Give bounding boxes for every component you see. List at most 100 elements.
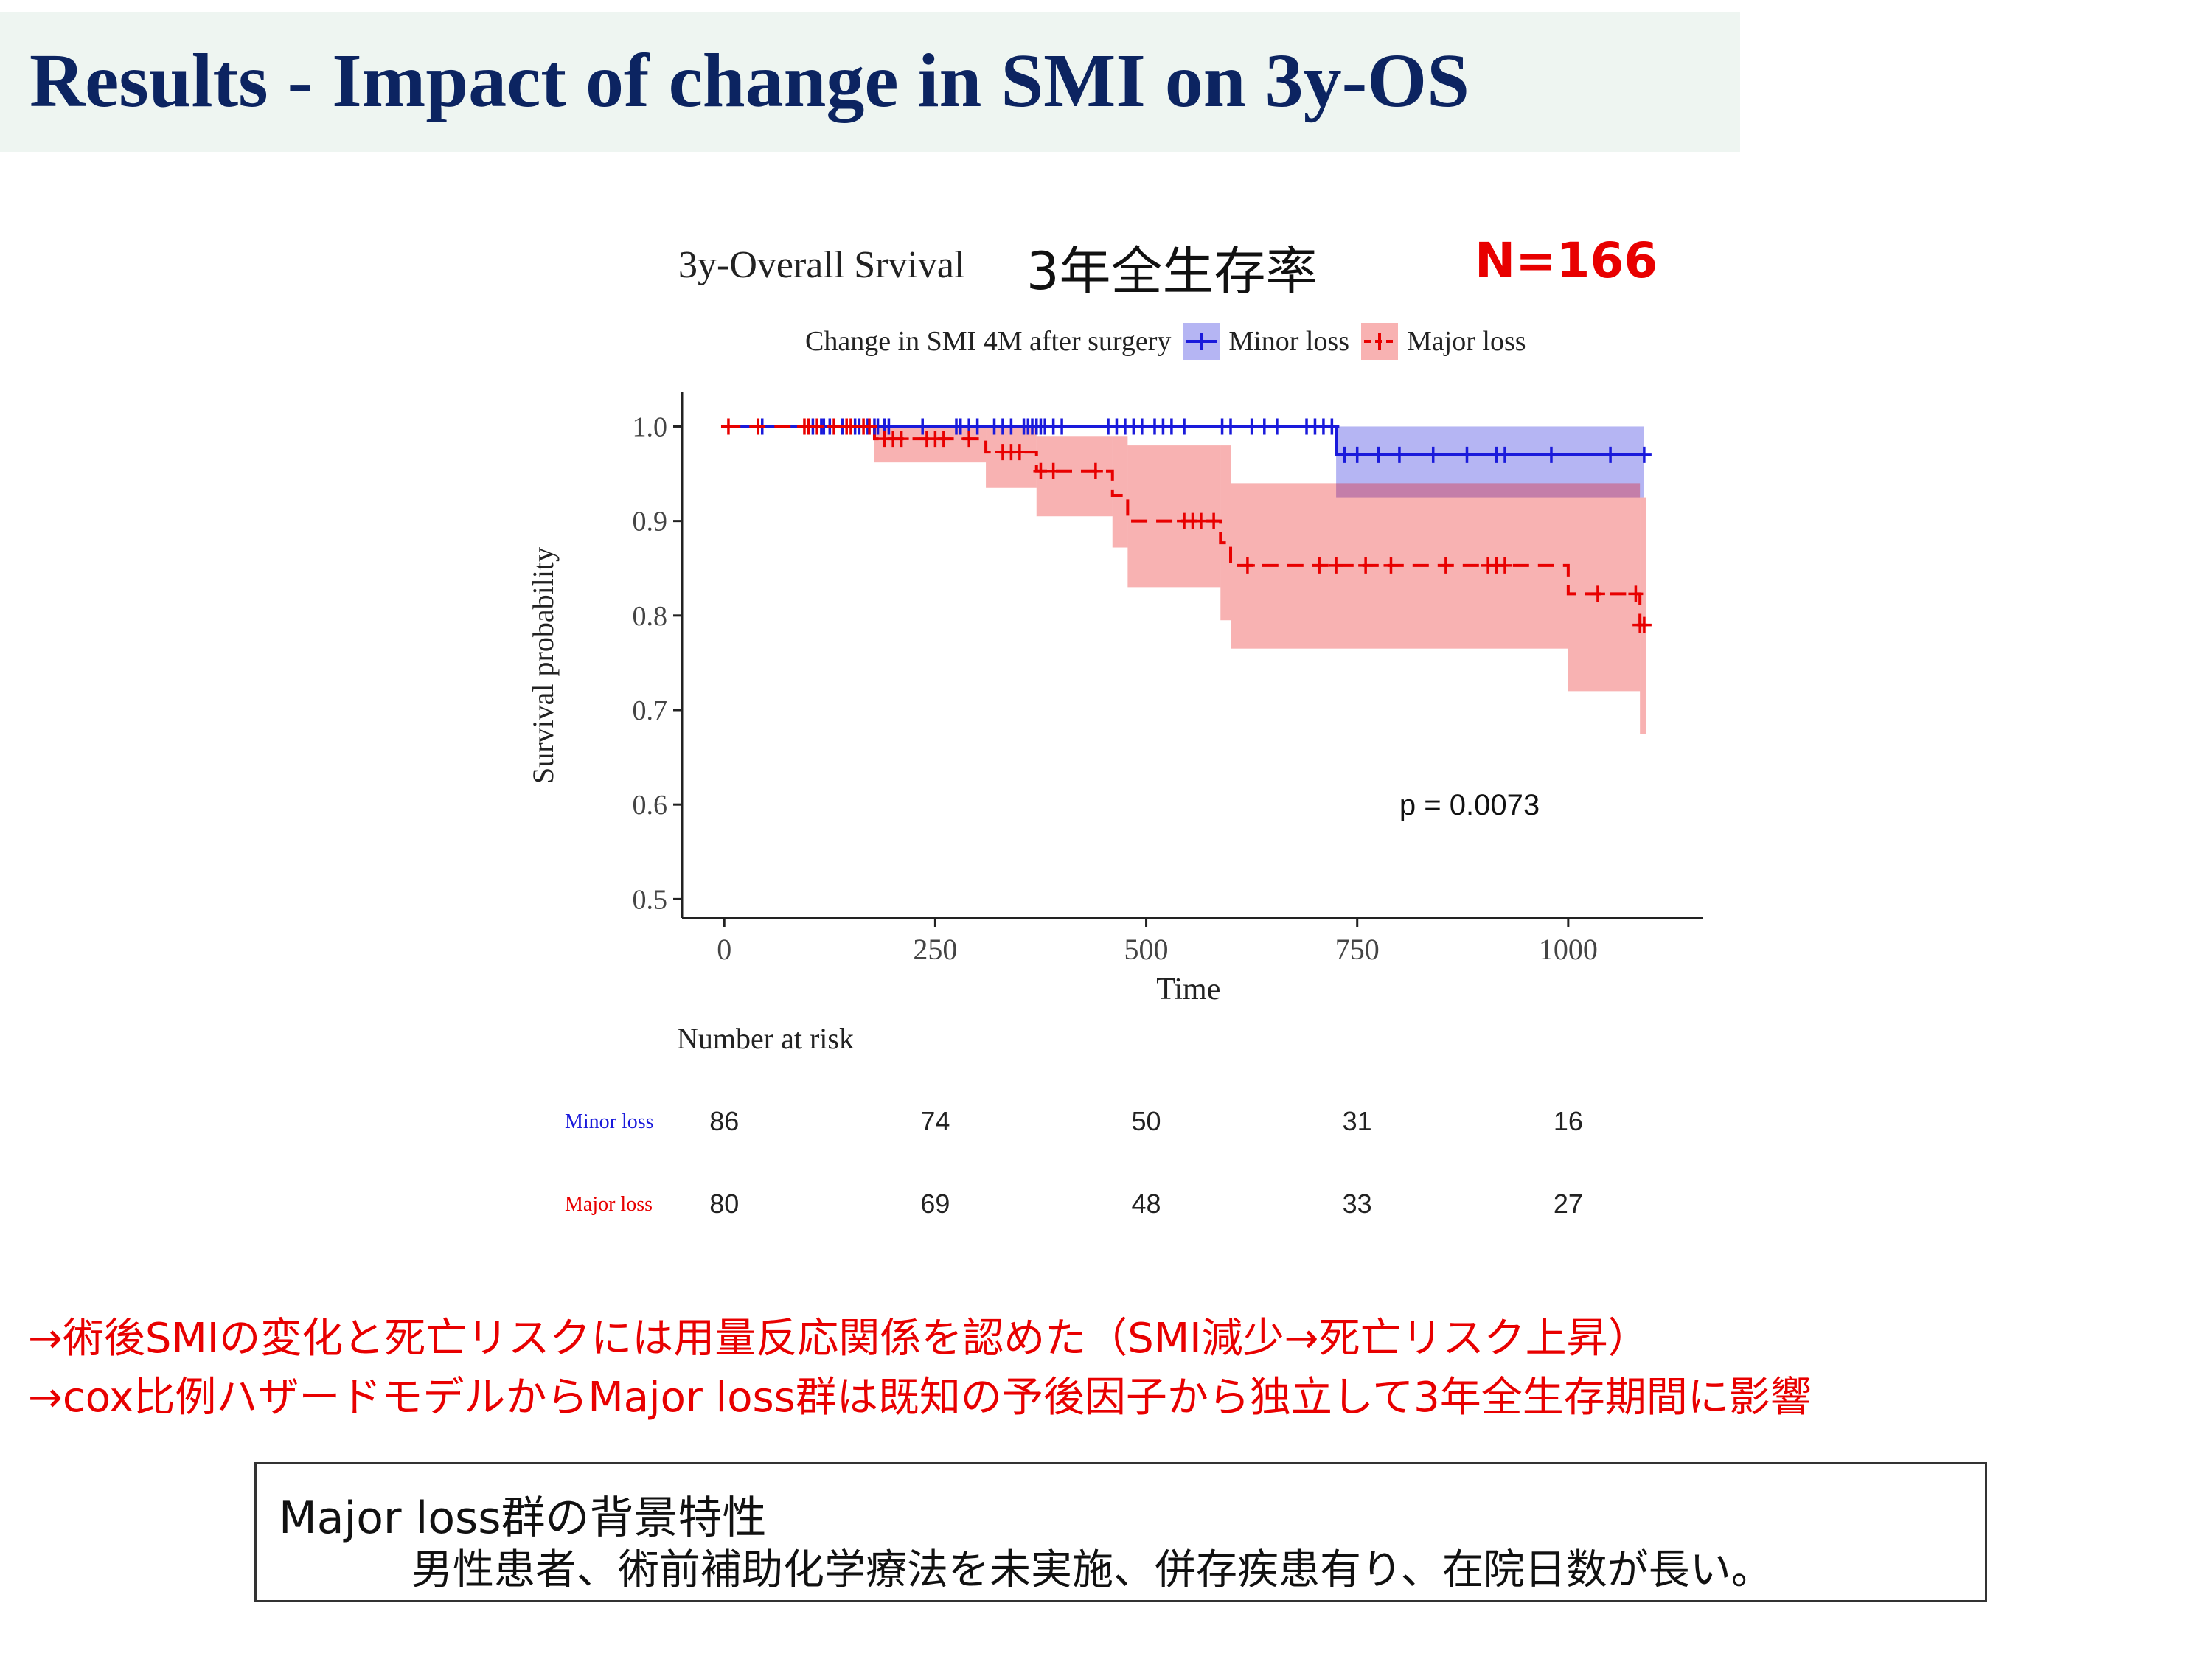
risk-count: 86 [709, 1106, 740, 1136]
risk-count: 27 [1553, 1189, 1583, 1219]
censor-mark-minor-loss [970, 418, 985, 435]
censor-mark-minor-loss [1269, 418, 1284, 435]
sample-size-label: N=166 [1475, 232, 1658, 289]
legend-key-minor-loss [1183, 323, 1220, 360]
x-axis-label: Time [1156, 973, 1220, 1006]
censor-mark-minor-loss [1134, 418, 1150, 435]
censor-mark-minor-loss [1459, 446, 1475, 463]
chart-legend: Change in SMI 4M after surgery Minor los… [805, 321, 1526, 362]
censor-mark-major-loss [751, 418, 766, 435]
censor-mark-minor-loss [1054, 418, 1070, 435]
y-axis-label: Survival probability [526, 547, 560, 784]
legend-label-major-loss: Major loss [1407, 326, 1526, 357]
censor-mark-major-loss [1498, 557, 1513, 574]
p-value-label: p = 0.0073 [1399, 789, 1540, 821]
risk-count: 50 [1131, 1106, 1161, 1136]
censor-mark-minor-loss [1324, 418, 1340, 435]
censor-mark-minor-loss [915, 418, 931, 435]
censor-mark-major-loss [1636, 616, 1652, 633]
censor-mark-major-loss [862, 418, 877, 435]
censor-mark-minor-loss [1256, 418, 1272, 435]
censor-mark-minor-loss [1603, 446, 1618, 463]
censor-mark-major-loss [1206, 512, 1222, 529]
y-tick-label: 0.9 [633, 507, 668, 538]
risk-table-title: Number at risk [677, 1022, 854, 1055]
censor-mark-minor-loss [1349, 446, 1365, 463]
conclusion-line-1: →術後SMIの変化と死亡リスクには用量反応関係を認めた（SMI減少→死亡リスク上… [28, 1315, 1649, 1363]
censor-marks [720, 418, 1652, 633]
risk-row-label: Major loss [565, 1193, 653, 1216]
censor-mark-major-loss [720, 418, 736, 435]
ci-band-major-loss [1036, 436, 1113, 517]
censor-mark-minor-loss [1391, 446, 1407, 463]
censor-mark-major-loss [1590, 585, 1605, 602]
box-body: 男性患者、術前補助化学療法を未実施、併存疾患有り、在院日数が長い。 [411, 1546, 1773, 1594]
risk-count: 48 [1131, 1189, 1161, 1219]
censor-mark-minor-loss [1244, 418, 1259, 435]
x-tick-label: 500 [1124, 933, 1169, 966]
risk-count: 31 [1342, 1106, 1372, 1136]
risk-count: 69 [920, 1189, 950, 1219]
legend-label-minor-loss: Minor loss [1228, 326, 1350, 357]
risk-count: 16 [1553, 1106, 1583, 1136]
censor-mark-minor-loss [1004, 418, 1019, 435]
censor-mark-major-loss [827, 418, 842, 435]
axes: 0.5 0.6 0.7 0.8 0.9 1.0 0 250 500 750 1000 [633, 392, 1703, 966]
censor-mark-major-loss [894, 431, 909, 448]
censor-mark-major-loss [936, 431, 951, 448]
censor-mark-major-loss [1033, 462, 1048, 479]
survival-curve-major-loss [724, 425, 1646, 627]
ci-band-major-loss [1568, 483, 1641, 692]
censor-mark-minor-loss [881, 418, 897, 435]
conclusion-line-2: →cox比例ハザードモデルからMajor loss群は既知の予後因子から独立して… [28, 1374, 1812, 1422]
x-tick-label: 250 [913, 933, 957, 966]
censor-mark-minor-loss [1636, 446, 1652, 463]
background-characteristics-box: Major loss群の背景特性 男性患者、術前補助化学療法を未実施、併存疾患有… [254, 1462, 1987, 1602]
censor-mark-minor-loss [1543, 446, 1559, 463]
censor-mark-major-loss [1438, 557, 1453, 574]
censor-mark-minor-loss [1337, 446, 1352, 463]
censor-mark-major-loss [1012, 444, 1027, 461]
censor-mark-major-loss [1329, 557, 1344, 574]
censor-mark-minor-loss [1177, 418, 1192, 435]
y-tick-label: 0.8 [633, 601, 668, 632]
risk-count: 33 [1342, 1189, 1372, 1219]
censor-mark-minor-loss [1371, 446, 1386, 463]
x-tick-label: 0 [717, 933, 731, 966]
risk-count: 74 [920, 1106, 950, 1136]
slide-title: Results - Impact of change in SMI on 3y-… [29, 38, 1470, 123]
y-tick-label: 0.7 [633, 695, 668, 726]
box-heading: Major loss群の背景特性 [279, 1492, 767, 1544]
censor-mark-major-loss [1383, 557, 1399, 574]
censor-mark-major-loss [1088, 462, 1103, 479]
y-tick-label: 1.0 [633, 411, 668, 442]
censor-mark-major-loss [1239, 557, 1255, 574]
legend-key-major-loss [1361, 323, 1399, 360]
chart-japanese-title: 3年全生存率 [1026, 241, 1318, 302]
km-plot: 0.5 0.6 0.7 0.8 0.9 1.0 0 250 500 750 1000 Surviva… [526, 392, 1703, 1006]
x-tick-label: 1000 [1539, 933, 1598, 966]
ci-band-major-loss [1640, 497, 1646, 734]
censor-mark-minor-loss [1223, 418, 1239, 435]
legend-title: Change in SMI 4M after surgery [805, 326, 1172, 357]
censor-mark-minor-loss [1498, 446, 1513, 463]
censor-mark-minor-loss [1425, 446, 1441, 463]
ci-band-major-loss [1220, 445, 1231, 621]
chart-title: 3y-Overall Srvival [678, 244, 965, 286]
censor-mark-major-loss [1358, 557, 1374, 574]
risk-count: 80 [709, 1189, 740, 1219]
ci-band-major-loss [1127, 445, 1221, 588]
ci-band-major-loss [1112, 436, 1128, 548]
risk-row-label: Minor loss [565, 1110, 654, 1133]
censor-mark-major-loss [843, 418, 858, 435]
y-tick-label: 0.6 [633, 790, 668, 821]
confidence-bands [874, 426, 1646, 734]
censor-mark-major-loss [1046, 462, 1061, 479]
censor-mark-major-loss [1628, 585, 1644, 602]
title-band [0, 12, 1740, 152]
censor-mark-minor-loss [1164, 418, 1179, 435]
x-tick-label: 750 [1335, 933, 1380, 966]
y-tick-label: 0.5 [633, 884, 668, 915]
ci-band-minor-loss [1336, 426, 1644, 498]
censor-mark-major-loss [810, 418, 825, 435]
